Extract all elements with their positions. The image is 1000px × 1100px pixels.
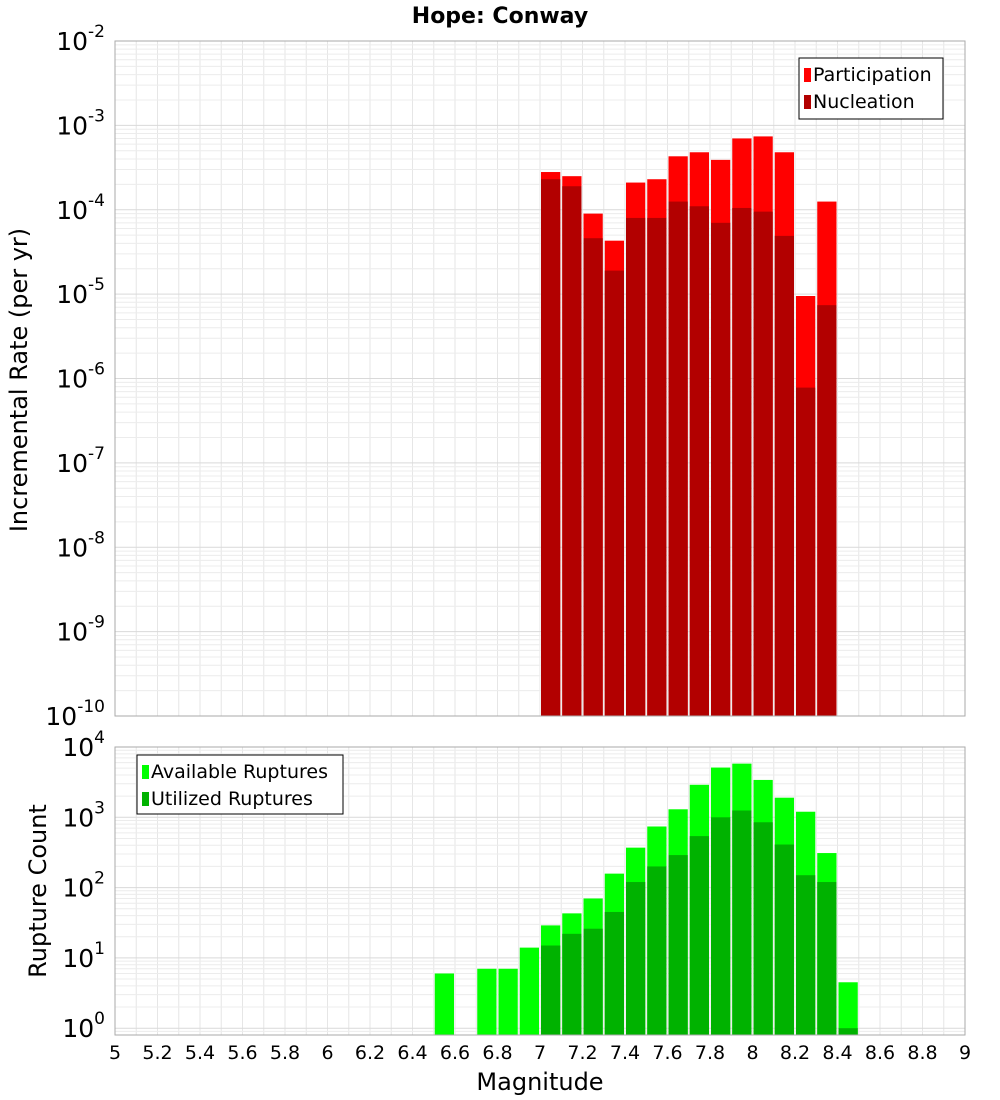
top-y-tick: 10-8 [56, 528, 105, 562]
top-legend-label: Nucleation [813, 91, 915, 113]
x-tick: 6.8 [482, 1042, 512, 1064]
bottom-bar-utilized-ruptures [626, 882, 646, 1035]
top-bar-nucleation [732, 207, 752, 716]
top-bar-nucleation [562, 186, 582, 716]
bottom-bar-utilized-ruptures [668, 855, 688, 1035]
top-bar-nucleation [668, 201, 688, 716]
top-y-tick: 10-2 [56, 22, 105, 56]
x-tick: 5.8 [270, 1042, 300, 1064]
bottom-bar-available-ruptures [519, 947, 539, 1035]
bottom-bar-utilized-ruptures [838, 1028, 858, 1035]
bottom-bar-utilized-ruptures [689, 836, 709, 1035]
x-tick-labels: 5 5.2 5.4 5.6 5.8 6 6.2 6.4 6.6 6.8 7 7.2 7.4 7.6 7.8 8… [109, 1042, 971, 1064]
bottom-bar-utilized-ruptures [732, 810, 752, 1035]
top-legend-label: Participation [813, 64, 932, 86]
top-y-tick: 10-9 [56, 613, 105, 647]
top-bar-nucleation [689, 206, 709, 716]
bottom-bar-utilized-ruptures [604, 911, 624, 1035]
x-tick: 8.8 [907, 1042, 937, 1064]
bottom-y-tick: 101 [62, 939, 105, 973]
bottom-y-axis-label: Rupture Count [24, 804, 52, 978]
top-bar-nucleation [817, 305, 837, 716]
top-legend-swatch [804, 68, 811, 82]
top-legend-swatch [804, 95, 811, 109]
x-tick: 8 [746, 1042, 758, 1064]
x-tick: 6.2 [355, 1042, 385, 1064]
bottom-legend-swatch [142, 792, 149, 806]
bottom-legend-swatch [142, 765, 149, 779]
x-tick: 7 [534, 1042, 546, 1064]
top-y-tick: 10-5 [56, 275, 105, 309]
x-tick: 7.4 [610, 1042, 640, 1064]
top-y-tick: 10-3 [56, 106, 105, 140]
x-tick: 8.6 [865, 1042, 895, 1064]
x-tick: 5.6 [227, 1042, 257, 1064]
top-y-tick: 10-6 [56, 360, 105, 394]
top-plot-bars [541, 136, 837, 717]
bottom-bar-available-ruptures [477, 968, 497, 1035]
x-tick: 6 [321, 1042, 333, 1064]
bottom-y-tick: 102 [62, 869, 105, 903]
bottom-y-tick: 103 [62, 798, 105, 832]
bottom-legend-label: Utilized Ruptures [151, 788, 313, 810]
top-bar-nucleation [711, 222, 731, 716]
bottom-bar-utilized-ruptures [796, 875, 816, 1035]
bottom-bar-utilized-ruptures [817, 882, 837, 1035]
x-tick: 7.6 [652, 1042, 682, 1064]
top-bar-nucleation [796, 387, 816, 716]
bottom-plot-bars [434, 763, 858, 1035]
x-tick: 8.4 [822, 1042, 852, 1064]
top-y-tick-labels: 10-10 10-9 10-8 10-7 10-6 10-5 10-4 10-3 10-2 [45, 22, 105, 731]
x-tick: 8.2 [780, 1042, 810, 1064]
top-bar-nucleation [753, 211, 773, 716]
top-bar-nucleation [604, 270, 624, 716]
bottom-bar-utilized-ruptures [753, 822, 773, 1035]
bottom-bar-utilized-ruptures [541, 945, 561, 1035]
top-bar-nucleation [647, 217, 667, 716]
bottom-bar-utilized-ruptures [774, 844, 794, 1035]
top-y-tick: 10-4 [56, 191, 105, 225]
rupture-count-plot: 100 101 102 103 104 Rupture Count Available … [24, 728, 971, 1096]
x-tick: 6.4 [397, 1042, 427, 1064]
top-bar-nucleation [583, 238, 603, 716]
bottom-bar-available-ruptures [838, 982, 858, 1035]
bottom-legend-label: Available Ruptures [151, 761, 328, 783]
x-tick: 9 [959, 1042, 971, 1064]
bottom-y-tick-labels: 100 101 102 103 104 [62, 728, 105, 1043]
bottom-bar-utilized-ruptures [583, 928, 603, 1035]
top-y-axis-label: Incremental Rate (per yr) [5, 228, 33, 532]
x-tick: 6.6 [440, 1042, 470, 1064]
top-plot-gridlines [114, 41, 966, 717]
incremental-rate-plot: 10-10 10-9 10-8 10-7 10-6 10-5 10-4 10-3 10-2 In… [5, 22, 966, 731]
bottom-y-tick: 100 [62, 1009, 105, 1043]
bottom-bar-available-ruptures [498, 968, 518, 1035]
top-bar-nucleation [626, 217, 646, 716]
chart-title: Hope: Conway [412, 4, 588, 29]
x-tick: 7.8 [695, 1042, 725, 1064]
bottom-bar-available-ruptures [434, 973, 454, 1035]
top-legend: Participation Nucleation [798, 57, 944, 120]
bottom-bar-utilized-ruptures [711, 817, 731, 1035]
bottom-plot-frame [114, 746, 966, 1036]
x-tick: 5 [109, 1042, 121, 1064]
top-legend-box [798, 57, 944, 120]
top-y-tick: 10-7 [56, 444, 105, 478]
bottom-legend: Available Ruptures Utilized Ruptures [136, 754, 344, 815]
bottom-bar-utilized-ruptures [647, 866, 667, 1035]
top-bar-nucleation [774, 235, 794, 716]
x-tick: 7.2 [567, 1042, 597, 1064]
bottom-legend-box [136, 754, 344, 815]
bottom-bar-utilized-ruptures [562, 933, 582, 1035]
top-bar-nucleation [541, 179, 561, 716]
top-y-tick: 10-10 [45, 697, 105, 731]
x-axis-label: Magnitude [476, 1068, 603, 1096]
top-plot-frame [114, 40, 966, 717]
bottom-y-tick: 104 [62, 728, 105, 762]
x-tick: 5.4 [185, 1042, 215, 1064]
x-tick: 5.2 [142, 1042, 172, 1064]
